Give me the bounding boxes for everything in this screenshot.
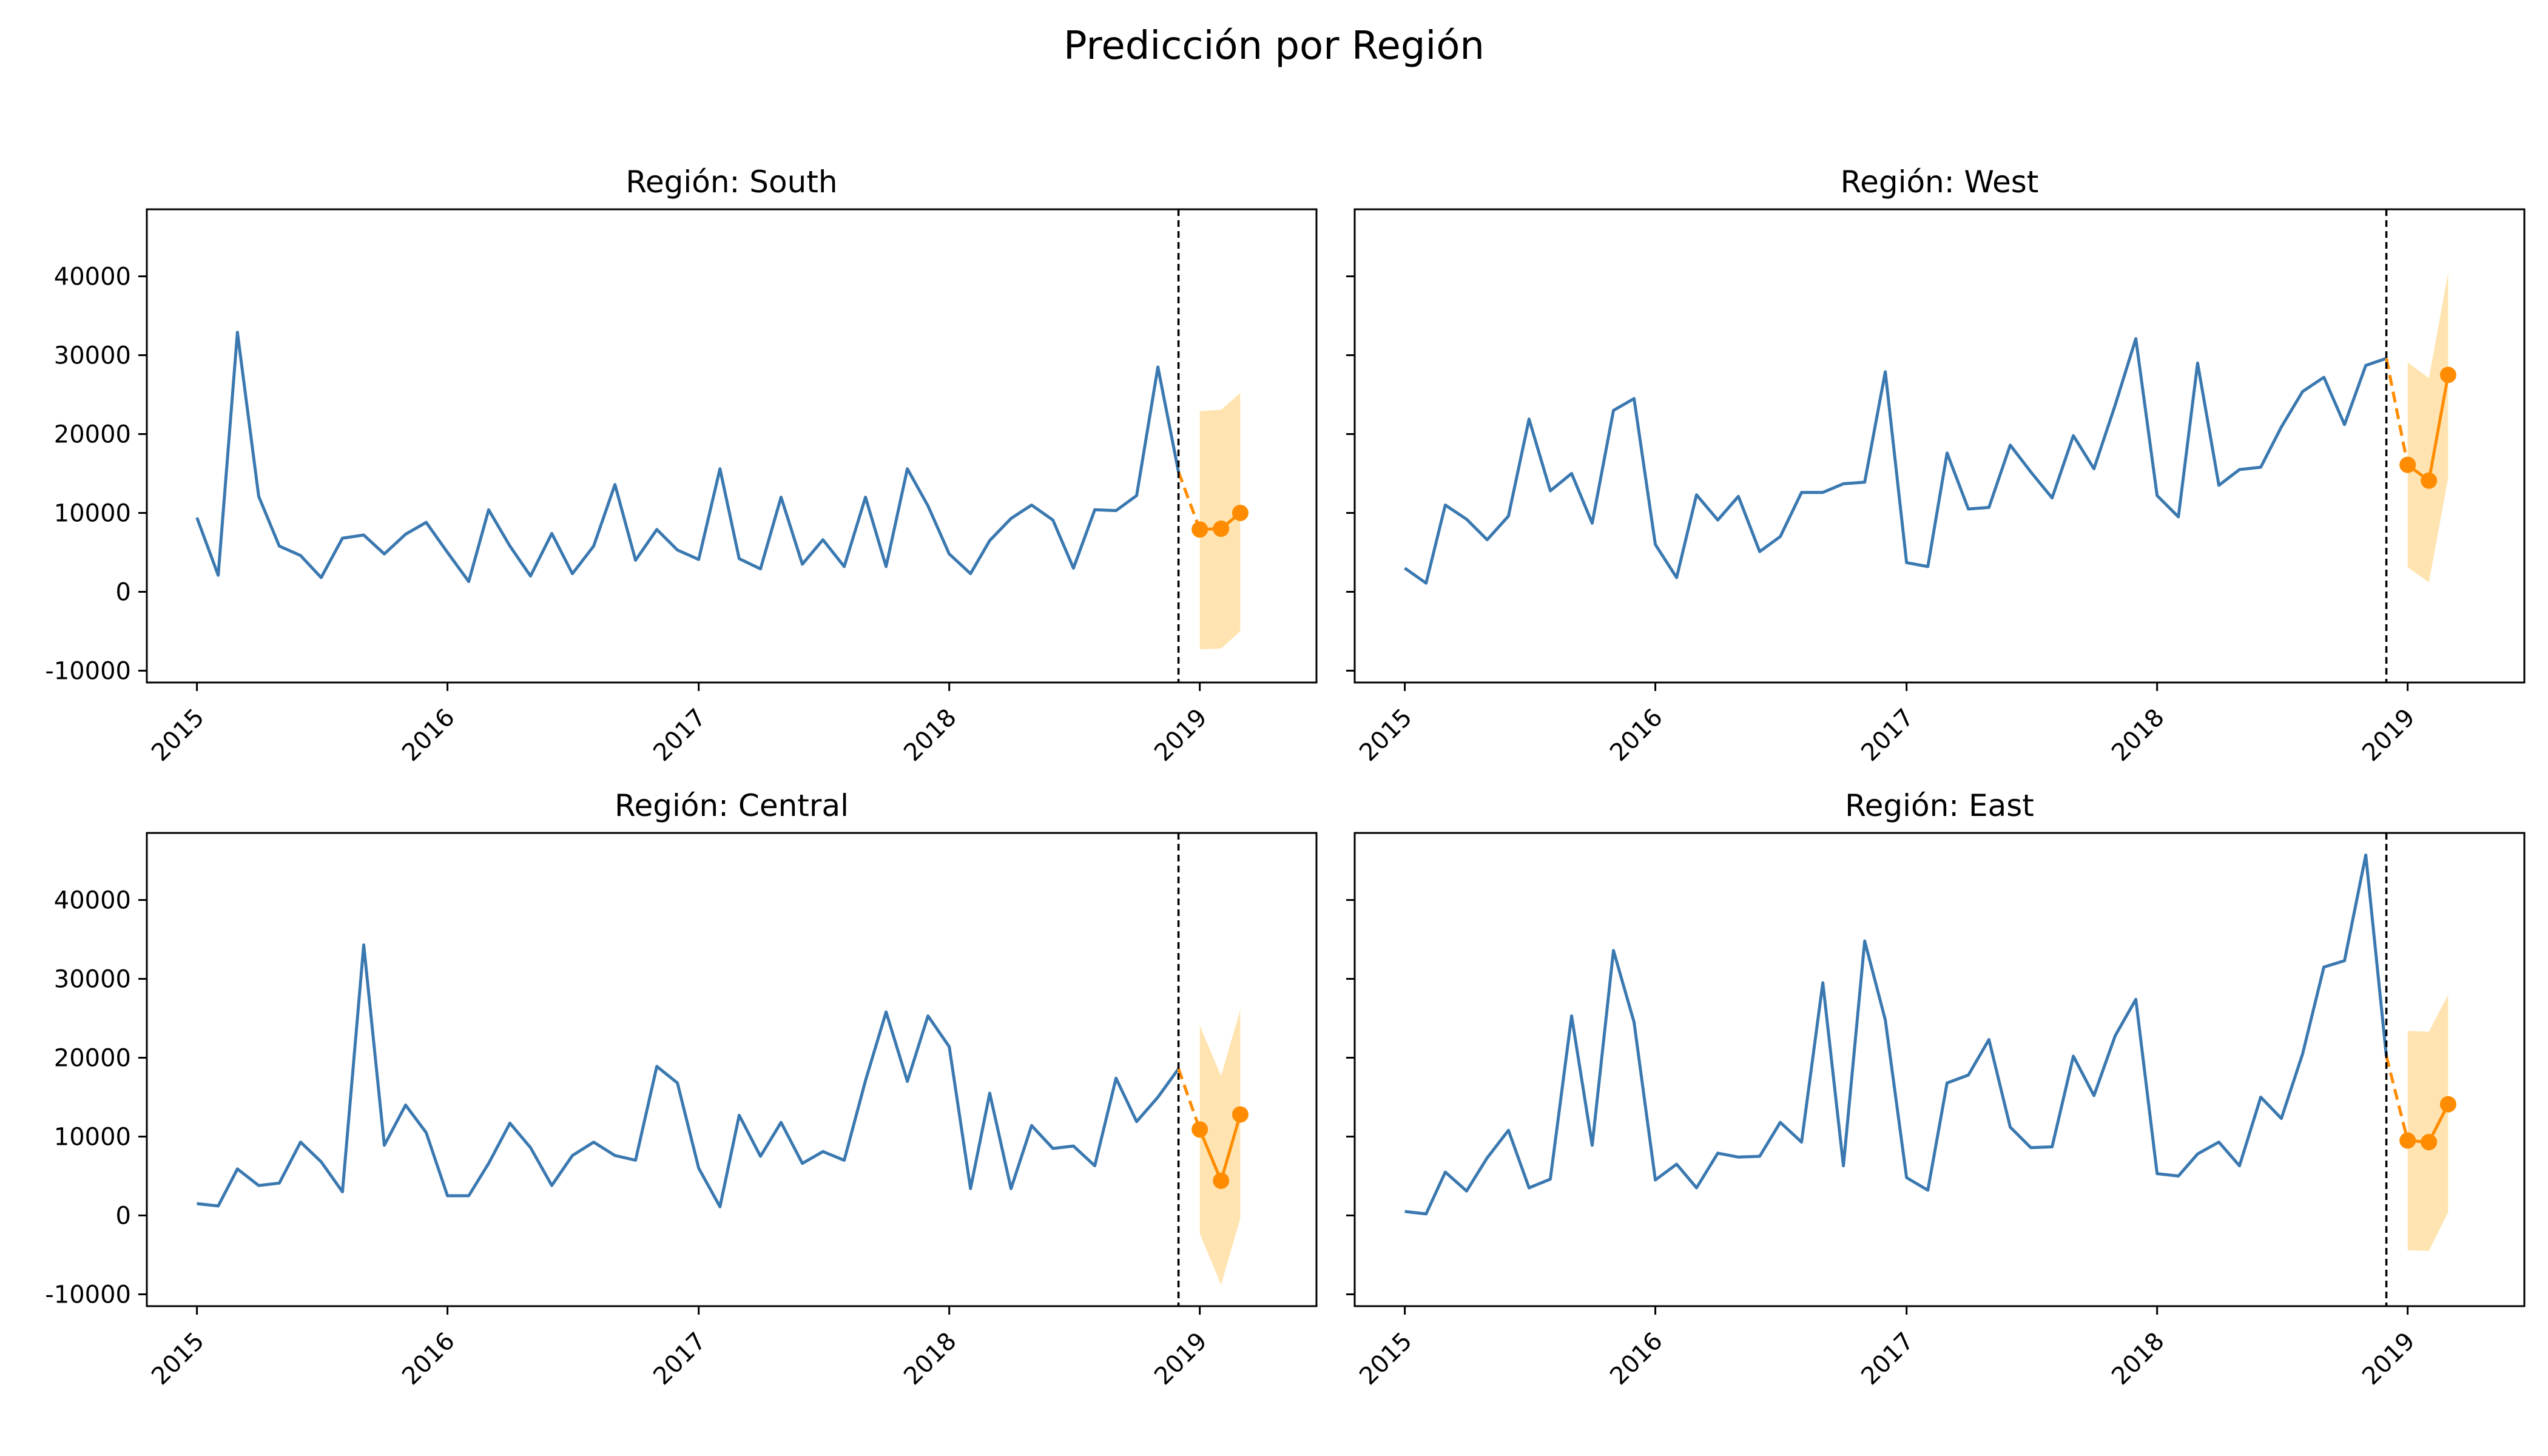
y-tick-label: -10000	[45, 658, 131, 686]
confidence-band	[1199, 1009, 1241, 1285]
forecast-point	[2421, 1134, 2438, 1151]
forecast-connector	[2385, 1056, 2410, 1141]
forecast-point	[1191, 1121, 1208, 1138]
y-tick-label: 10000	[54, 500, 131, 528]
subplot-title: Región: Central	[615, 788, 849, 823]
plot-frame	[146, 832, 1318, 1307]
subplot-title: Región: West	[1841, 164, 2039, 200]
subplot-title: Región: East	[1845, 788, 2034, 823]
y-tick-label: -10000	[45, 1281, 131, 1309]
forecast-point	[2439, 366, 2456, 383]
y-tick-label: 40000	[54, 887, 131, 915]
confidence-band	[2407, 272, 2449, 582]
forecast-connector	[1177, 471, 1201, 530]
forecast-point	[2399, 1132, 2416, 1149]
forecast-point	[1213, 521, 1230, 537]
y-tick-label: 30000	[54, 342, 131, 370]
forecast-connector	[2385, 358, 2410, 465]
forecast-point	[1191, 521, 1208, 538]
y-tick-label: 20000	[54, 421, 131, 449]
y-tick-label: 30000	[54, 966, 131, 994]
figure-title: Predicción por Región	[1063, 24, 1485, 69]
forecast-point	[2399, 456, 2416, 473]
plot-frame	[146, 208, 1318, 684]
y-tick-label: 40000	[54, 263, 131, 291]
history-line	[195, 331, 1181, 584]
forecast-point	[1213, 1172, 1230, 1189]
history-line	[1404, 337, 2387, 585]
forecast-point	[2421, 472, 2438, 489]
confidence-band	[2407, 994, 2449, 1251]
history-line	[197, 943, 1180, 1208]
y-tick-label: 0	[116, 579, 131, 607]
history-line	[1404, 853, 2388, 1216]
subplot-title: Región: South	[625, 164, 837, 200]
plot-frame	[1353, 208, 2526, 684]
forecast-point	[1232, 1106, 1249, 1123]
plot-frame	[1353, 832, 2526, 1307]
y-tick-label: 20000	[54, 1045, 131, 1073]
y-tick-label: 0	[116, 1202, 131, 1230]
forecast-connector	[1177, 1068, 1202, 1130]
y-tick-label: 10000	[54, 1124, 131, 1151]
forecast-point	[2439, 1096, 2456, 1113]
forecast-point	[1232, 505, 1249, 521]
